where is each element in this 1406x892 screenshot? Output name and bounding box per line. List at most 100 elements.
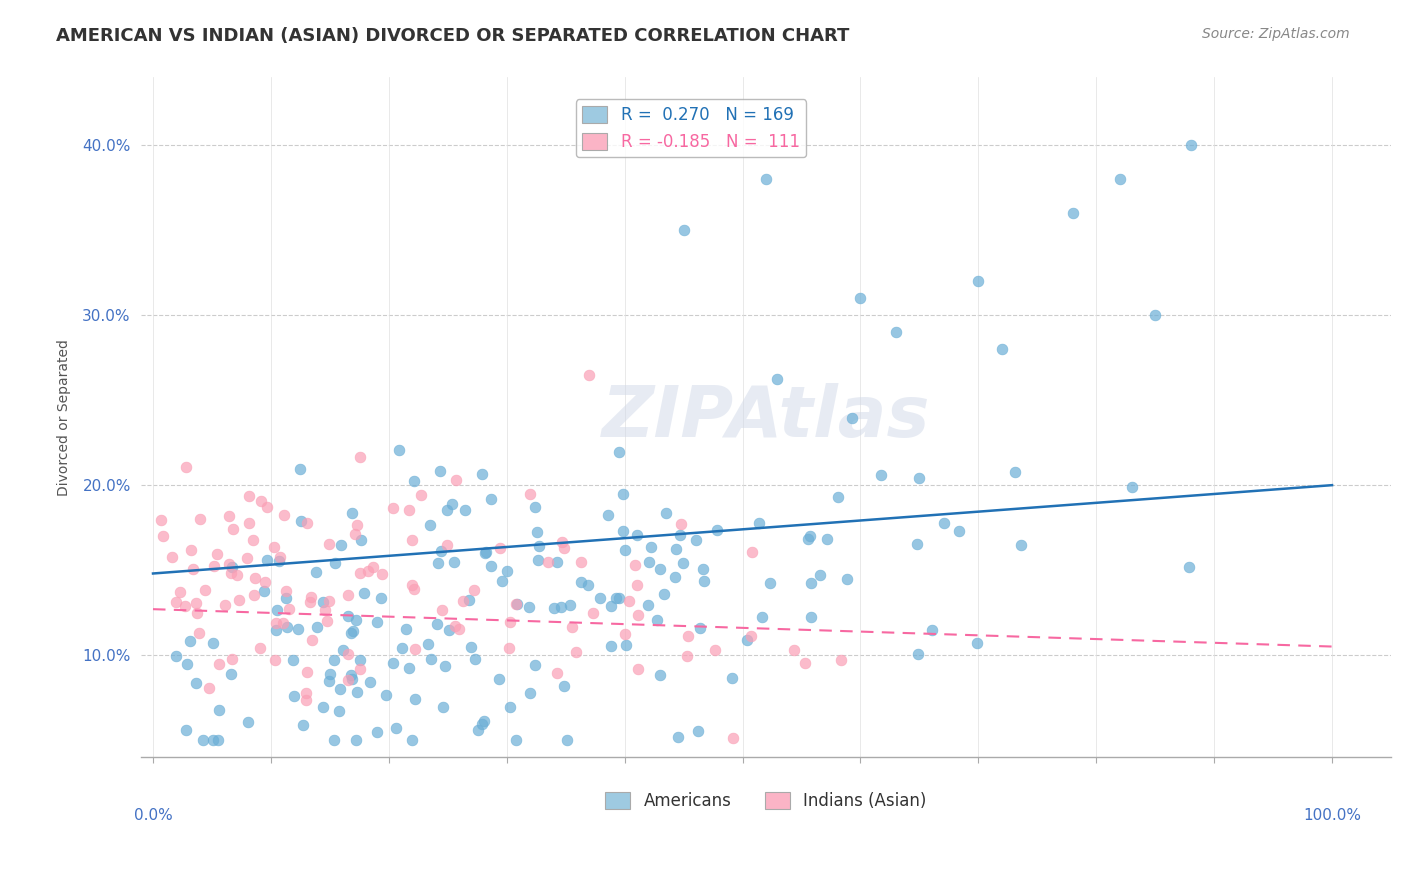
- Point: [627, 661, 650, 675]
- Point: [349, 662, 371, 676]
- Point: [948, 524, 970, 538]
- Point: [318, 593, 340, 607]
- Point: [274, 583, 297, 598]
- Point: [401, 578, 423, 592]
- Point: [387, 443, 409, 458]
- Point: [221, 560, 243, 574]
- Point: [374, 689, 396, 703]
- Point: [188, 626, 211, 640]
- Point: [600, 639, 623, 653]
- Point: [337, 673, 360, 687]
- Point: [198, 681, 221, 696]
- Point: [165, 595, 187, 609]
- Point: [654, 506, 676, 520]
- Point: [443, 619, 465, 633]
- Point: [401, 733, 423, 747]
- Point: [471, 716, 494, 731]
- Point: [322, 652, 344, 666]
- Point: [800, 576, 823, 591]
- Point: [672, 223, 695, 237]
- Text: ZIPAtlas: ZIPAtlas: [602, 383, 931, 451]
- Point: [342, 506, 364, 520]
- Point: [269, 549, 291, 564]
- Point: [202, 636, 225, 650]
- Point: [849, 291, 872, 305]
- Point: [669, 527, 692, 541]
- Point: [150, 513, 173, 527]
- Point: [205, 547, 228, 561]
- Point: [188, 512, 211, 526]
- Point: [444, 473, 467, 487]
- Text: Source: ZipAtlas.com: Source: ZipAtlas.com: [1202, 27, 1350, 41]
- Point: [416, 637, 439, 651]
- Point: [437, 623, 460, 637]
- Point: [524, 500, 547, 514]
- Point: [505, 733, 527, 747]
- Point: [264, 652, 287, 666]
- Point: [328, 705, 350, 719]
- Point: [250, 493, 273, 508]
- Point: [366, 725, 388, 739]
- Text: 0.0%: 0.0%: [134, 808, 173, 823]
- Point: [429, 464, 451, 478]
- Point: [569, 575, 592, 590]
- Point: [692, 562, 714, 576]
- Point: [664, 570, 686, 584]
- Point: [228, 592, 250, 607]
- Point: [330, 538, 353, 552]
- Point: [676, 648, 699, 663]
- Point: [741, 545, 763, 559]
- Point: [666, 756, 689, 771]
- Point: [350, 533, 373, 547]
- Point: [600, 599, 623, 613]
- Point: [578, 368, 600, 382]
- Point: [479, 559, 502, 574]
- Point: [382, 501, 405, 516]
- Point: [344, 613, 367, 627]
- Point: [181, 562, 204, 576]
- Point: [174, 723, 197, 737]
- Point: [666, 731, 689, 745]
- Legend: Americans, Indians (Asian): Americans, Indians (Asian): [599, 785, 934, 816]
- Point: [256, 553, 278, 567]
- Point: [689, 621, 711, 635]
- Point: [346, 685, 368, 699]
- Point: [194, 582, 217, 597]
- Point: [607, 445, 630, 459]
- Point: [1108, 172, 1130, 186]
- Point: [704, 643, 727, 657]
- Point: [426, 617, 449, 632]
- Point: [650, 562, 672, 576]
- Point: [359, 675, 381, 690]
- Point: [256, 500, 278, 514]
- Point: [474, 544, 496, 558]
- Point: [349, 653, 371, 667]
- Point: [460, 640, 482, 654]
- Point: [505, 597, 527, 611]
- Point: [1121, 480, 1143, 494]
- Point: [740, 629, 762, 643]
- Point: [546, 666, 568, 681]
- Point: [432, 699, 454, 714]
- Point: [332, 642, 354, 657]
- Point: [1004, 465, 1026, 479]
- Point: [759, 576, 782, 591]
- Point: [361, 560, 384, 574]
- Point: [612, 487, 634, 501]
- Point: [433, 659, 456, 673]
- Point: [319, 666, 342, 681]
- Point: [921, 623, 943, 637]
- Point: [605, 591, 627, 605]
- Point: [349, 566, 371, 580]
- Point: [637, 598, 659, 612]
- Point: [370, 591, 392, 605]
- Point: [292, 718, 315, 732]
- Point: [337, 588, 360, 602]
- Point: [283, 689, 305, 703]
- Point: [907, 647, 929, 661]
- Point: [201, 733, 224, 747]
- Point: [488, 672, 510, 686]
- Point: [612, 524, 634, 538]
- Point: [398, 660, 420, 674]
- Point: [1062, 206, 1084, 220]
